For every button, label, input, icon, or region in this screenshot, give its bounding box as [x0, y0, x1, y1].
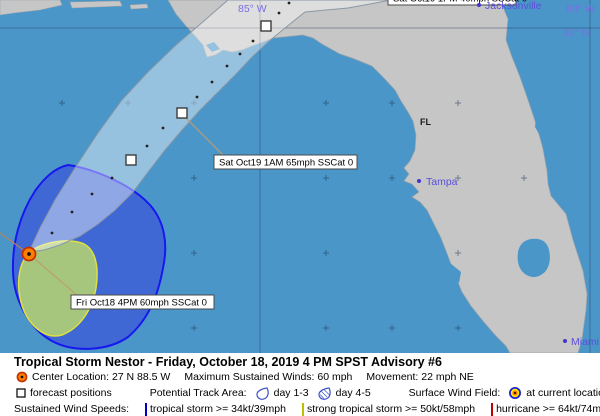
inland-water — [206, 42, 552, 283]
map-canvas: Fri Oct18 4PM 60mph SSCat 0 Sat Oct19 1A… — [0, 0, 600, 354]
forecast-map: Fri Oct18 4PM 60mph SSCat 0 Sat Oct19 1A… — [0, 0, 600, 354]
center-location-icon — [16, 371, 28, 383]
forecast12-label-box — [213, 154, 358, 170]
lon-85w-label: 85° W — [238, 3, 267, 15]
gulf-coast-land — [0, 0, 149, 16]
forecast-position-markers — [125, 20, 272, 166]
lake-okeechobee — [517, 238, 550, 278]
miami-dot — [563, 339, 567, 343]
tampa-dot — [417, 179, 421, 183]
legend-windspeed-line: Sustained Wind Speeds: tropical storm >=… — [0, 402, 600, 416]
advisory-info-panel: Tropical Storm Nestor - Friday, October … — [0, 353, 600, 416]
surface-wind-field-icon — [508, 386, 522, 400]
cone-day45-icon — [317, 386, 332, 401]
jacksonville-dot — [477, 3, 481, 7]
legend-track-line: forecast positions Potential Track Area:… — [0, 386, 600, 400]
city-markers: Jacksonville Tampa Miami FL — [417, 0, 599, 348]
lon-80w-label: 80° W — [566, 3, 595, 15]
florida-land — [167, 0, 588, 354]
movement-text: Movement: 22 mph NE — [366, 371, 474, 383]
center-location-text: Center Location: 27 N 88.5 W — [32, 371, 171, 383]
advisory-title: Tropical Storm Nestor - Friday, October … — [14, 355, 442, 369]
graticule — [0, 0, 600, 353]
forecast12-label-leader — [183, 115, 225, 157]
forecast24-label-text: Sat Oct19 1PM 40mph SSCat 0 — [393, 0, 527, 5]
sustained-wind-speeds-label: Sustained Wind Speeds: — [14, 403, 129, 415]
track-dots — [50, 1, 291, 235]
current-label-text: Fri Oct18 4PM 60mph SSCat 0 — [76, 298, 207, 309]
position-square — [125, 154, 137, 166]
at-current-location-label: at current location — [526, 387, 600, 399]
forecast-position-icon — [16, 388, 26, 398]
tampa-label: Tampa — [426, 176, 458, 188]
surface-wind-field-label: Surface Wind Field: — [408, 387, 501, 399]
strong-tropical-storm-label: strong tropical storm >= 50kt/58mph — [306, 403, 476, 415]
graticule-crosses — [59, 100, 527, 331]
potential-track-area-label: Potential Track Area: — [149, 387, 247, 399]
max-winds-text: Maximum Sustained Winds: 60 mph — [184, 371, 353, 383]
cone-day13-icon — [255, 386, 270, 401]
current-status-line: Center Location: 27 N 88.5 W Maximum Sus… — [0, 370, 600, 384]
state-fl-label: FL — [420, 117, 431, 127]
forecast12-label-text: Sat Oct19 1AM 65mph SSCat 0 — [219, 158, 353, 169]
day13-label: day 1-3 — [273, 387, 309, 399]
wind-field-50kt — [17, 240, 98, 337]
forecast-positions-label: forecast positions — [30, 387, 112, 399]
tropical-storm-swatch — [145, 402, 147, 416]
hurricane-swatch — [491, 402, 494, 416]
current-label-leader — [28, 253, 79, 297]
hurricane-label: hurricane >= 64kt/74mph — [496, 403, 600, 415]
apalachicola-bay — [206, 42, 220, 52]
forecast24-label-box — [387, 0, 517, 6]
storm-center-icon — [21, 246, 37, 262]
track-labels: Fri Oct18 4PM 60mph SSCat 0 Sat Oct19 1A… — [70, 0, 527, 310]
lat-30n-label: 30° N — [563, 27, 589, 39]
forecast-cone — [28, 0, 392, 253]
miami-label: Miami — [571, 336, 599, 348]
strong-tropical-storm-swatch — [301, 402, 304, 416]
position-square — [260, 20, 272, 32]
position-square — [176, 107, 188, 119]
charlotte-harbor — [450, 263, 461, 283]
current-label-box — [70, 294, 215, 310]
jacksonville-label: Jacksonville — [485, 0, 542, 12]
tropical-storm-label: tropical storm >= 34kt/39mph — [150, 403, 286, 415]
indian-river-lagoon — [535, 119, 552, 153]
day45-label: day 4-5 — [335, 387, 371, 399]
